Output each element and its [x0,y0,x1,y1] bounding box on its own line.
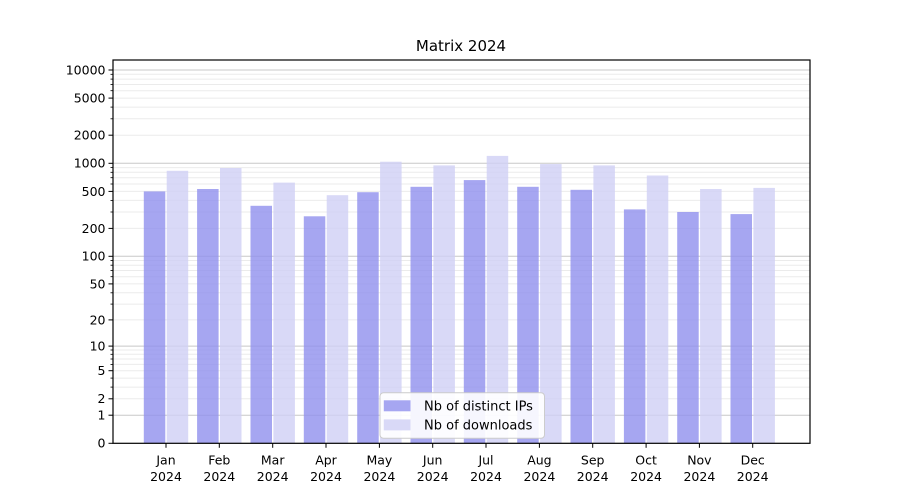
bar-oct-distinct-ips [623,209,646,444]
bar-jul-downloads [486,155,509,444]
legend: Nb of distinct IPs Nb of downloads [379,392,545,439]
bar-mar-distinct-ips [250,205,272,444]
bar-oct-downloads [646,175,669,444]
y-tick-label-0: 0 [98,436,106,451]
x-tick-label-month-nov: Nov [687,452,712,467]
x-tick-label-month-aug: Aug [527,452,551,467]
x-tick-label-month-feb: Feb [208,452,230,467]
x-tick-label-year-jun: 2024 [417,469,449,484]
x-tick-label-year-nov: 2024 [683,469,715,484]
y-tick-label-1000: 1000 [74,156,106,171]
y-tick-label-2000: 2000 [74,128,106,143]
bar-jun-distinct-ips [410,186,432,444]
bar-feb-downloads [220,168,242,444]
plot-frame [112,59,811,444]
bar-aug-distinct-ips [517,186,539,444]
axes-layer [112,59,811,444]
legend-swatch-distinct-ips [383,400,411,412]
bar-sep-downloads [593,165,615,444]
y-tick-label-20: 20 [90,312,106,327]
bar-jun-downloads [433,165,455,444]
bar-aug-downloads [540,164,562,444]
bar-apr-distinct-ips [303,216,326,444]
x-tick-label-year-dec: 2024 [737,469,769,484]
legend-swatch-downloads [383,419,411,431]
x-tick-label-month-jun: Jun [422,452,443,467]
y-tick-label-200: 200 [82,221,106,236]
x-tick-label-month-jan: Jan [155,452,175,467]
x-tick-label-month-jul: Jul [477,452,493,467]
bar-dec-downloads [753,187,775,444]
y-tick-label-50: 50 [90,276,106,291]
bar-sep-distinct-ips [570,189,592,444]
x-tick-label-month-sep: Sep [581,452,605,467]
legend-label-downloads: Nb of downloads [424,419,533,434]
x-tick-label-month-oct: Oct [635,452,657,467]
x-tick-label-month-mar: Mar [261,452,285,467]
bar-jan-distinct-ips [143,191,166,444]
y-tick-label-5: 5 [98,363,106,378]
y-tick-label-2: 2 [98,391,106,406]
x-tick-label-year-mar: 2024 [257,469,289,484]
y-tick-label-100: 100 [82,249,106,264]
x-tick-label-month-apr: Apr [315,452,337,467]
x-tick-label-year-oct: 2024 [630,469,662,484]
legend-label-distinct-ips: Nb of distinct IPs [424,400,533,415]
x-tick-label-year-feb: 2024 [203,469,235,484]
x-tick-label-year-may: 2024 [363,469,395,484]
y-tick-label-500: 500 [82,184,106,199]
y-tick-label-5000: 5000 [74,91,106,106]
bar-nov-distinct-ips [677,212,699,444]
bar-mar-downloads [273,182,295,444]
x-tick-label-month-dec: Dec [741,452,765,467]
bar-dec-distinct-ips [730,214,752,444]
x-tick-label-year-jul: 2024 [470,469,502,484]
bar-nov-downloads [700,189,722,444]
bar-layer [143,155,775,444]
bar-feb-distinct-ips [197,189,219,444]
legend-box [379,392,545,439]
x-tick-label-year-apr: 2024 [310,469,342,484]
bar-may-downloads [380,161,402,444]
tick-layer: 0 1 2 5 10 20 50 100 200 500 1000 2000 5000 10000 Jan 2… [66,62,769,484]
y-tick-label-10000: 10000 [66,62,106,77]
bar-may-distinct-ips [357,192,379,444]
y-tick-label-1: 1 [98,408,106,423]
x-tick-label-month-may: May [366,452,392,467]
bar-apr-downloads [326,195,349,444]
x-tick-label-year-jan: 2024 [150,469,182,484]
bar-jan-downloads [166,170,189,444]
x-tick-label-year-aug: 2024 [523,469,555,484]
bar-jul-distinct-ips [463,180,486,444]
chart-title: Matrix 2024 [416,37,506,55]
x-tick-label-year-sep: 2024 [577,469,609,484]
y-tick-label-10: 10 [90,339,106,354]
